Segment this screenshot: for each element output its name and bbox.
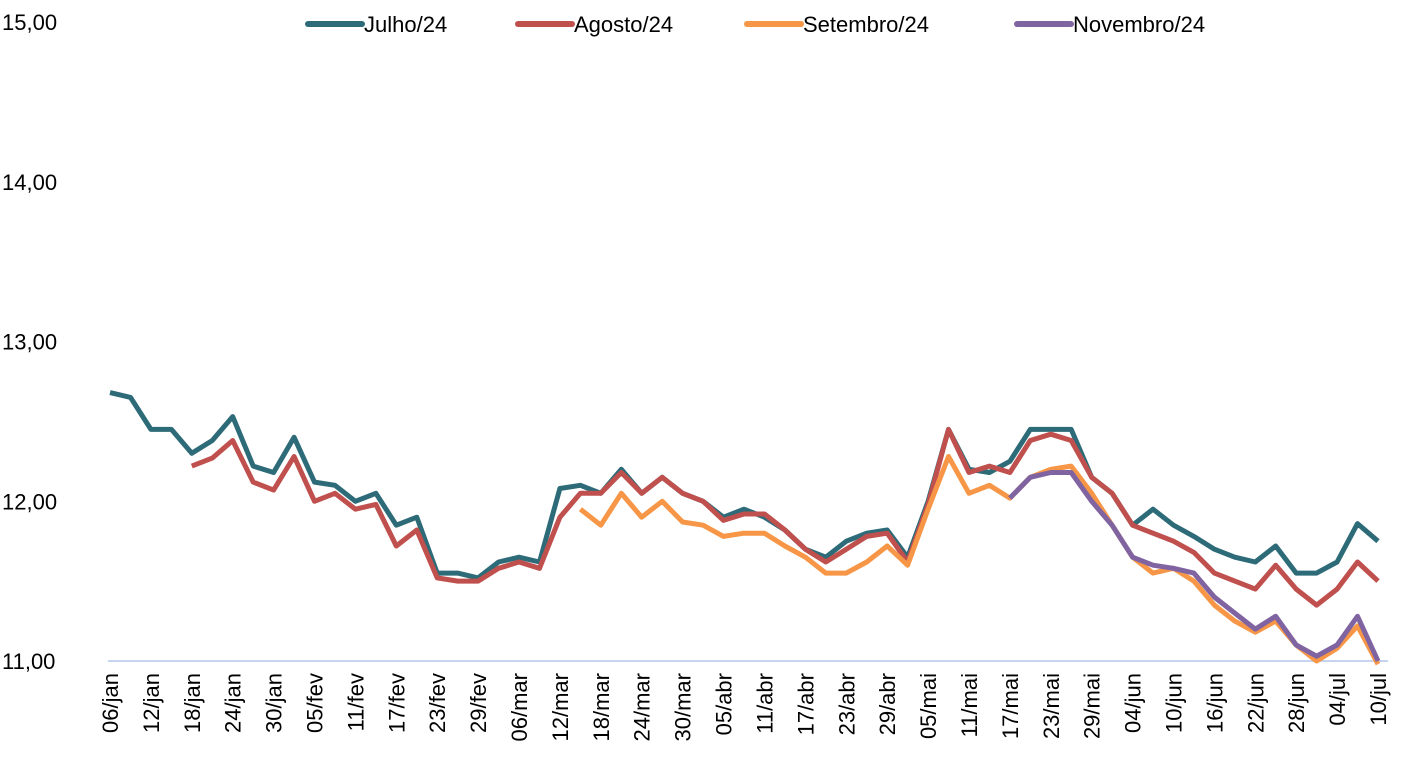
x-tick-label: 10/jul xyxy=(1366,673,1391,726)
y-tick-label: 11,00 xyxy=(2,649,55,674)
x-tick-label: 06/jan xyxy=(98,673,123,733)
x-tick-label: 16/jun xyxy=(1202,673,1227,733)
x-tick-label: 22/jun xyxy=(1243,673,1268,733)
x-tick-label: 05/mai xyxy=(916,673,941,739)
x-tick-label: 17/fev xyxy=(384,673,409,733)
legend-label: Agosto/24 xyxy=(574,12,673,37)
y-tick-label: 12,00 xyxy=(2,489,57,514)
x-tick-label: 30/mar xyxy=(671,673,696,741)
x-tick-label: 23/mai xyxy=(1039,673,1064,739)
legend-label: Julho/24 xyxy=(364,12,447,37)
series-line xyxy=(109,390,1380,581)
series-line xyxy=(1008,470,1381,663)
y-tick-label: 14,00 xyxy=(2,170,57,195)
x-tick-label: 12/mar xyxy=(548,673,573,741)
x-tick-label: 04/jun xyxy=(1121,673,1146,733)
x-tick-label: 29/abr xyxy=(875,673,900,735)
y-tick-label: 15,00 xyxy=(2,10,57,35)
series-line xyxy=(190,426,1380,608)
x-tick-label: 29/fev xyxy=(466,673,491,733)
x-tick-label: 17/mai xyxy=(998,673,1023,739)
x-tick-label: 28/jun xyxy=(1284,673,1309,733)
x-tick-label: 29/mai xyxy=(1080,673,1105,739)
x-tick-label: 11/abr xyxy=(752,673,777,734)
y-tick-label: 13,00 xyxy=(2,330,57,355)
x-tick-label: 11/mai xyxy=(957,673,982,737)
series-line xyxy=(578,454,1381,666)
x-tick-label: 18/jan xyxy=(180,673,205,733)
x-tick-label: 24/jan xyxy=(221,673,246,733)
x-tick-label: 05/fev xyxy=(303,673,328,733)
x-tick-label: 23/abr xyxy=(834,673,859,735)
x-tick-label: 18/mar xyxy=(589,673,614,741)
legend-label: Setembro/24 xyxy=(803,12,929,37)
x-tick-label: 05/abr xyxy=(712,673,737,735)
x-tick-label: 11/fev xyxy=(343,673,368,731)
x-tick-label: 17/abr xyxy=(793,673,818,735)
x-tick-label: 12/jan xyxy=(139,673,164,733)
x-tick-label: 24/mar xyxy=(630,673,655,741)
x-tick-label: 04/jul xyxy=(1325,673,1350,726)
x-tick-label: 06/mar xyxy=(507,673,532,741)
x-tick-label: 23/fev xyxy=(425,673,450,733)
x-tick-label: 30/jan xyxy=(262,673,287,733)
legend-label: Novembro/24 xyxy=(1073,12,1205,37)
x-tick-label: 10/jun xyxy=(1161,673,1186,733)
